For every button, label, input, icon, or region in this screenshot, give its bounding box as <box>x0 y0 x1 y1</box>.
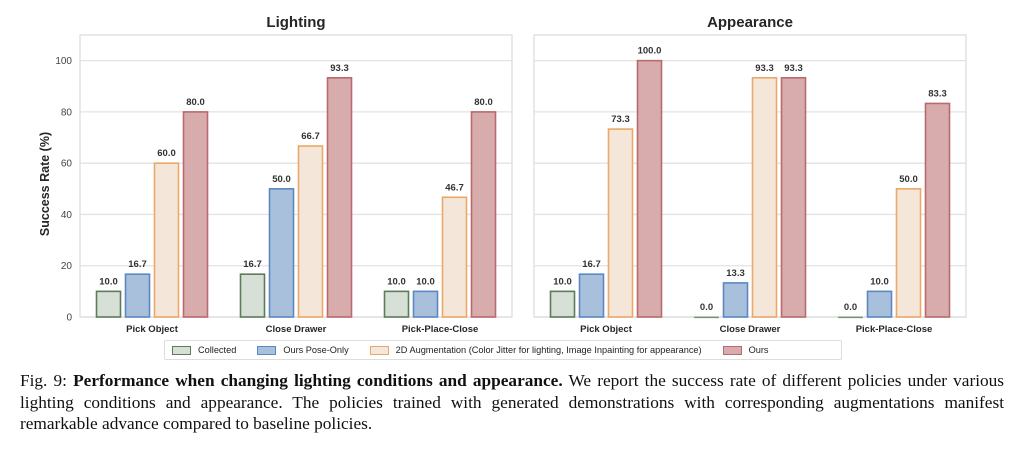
data-label: 0.0 <box>844 302 857 313</box>
y-tick-label: 80 <box>61 107 73 118</box>
bar-ours <box>636 59 663 318</box>
bar-2d <box>297 145 324 318</box>
bar-collected <box>694 316 719 319</box>
data-label: 100.0 <box>638 46 662 57</box>
appearance-plot-frame <box>533 34 967 318</box>
legend-label: 2D Augmentation (Color Jitter for lighti… <box>395 345 702 355</box>
data-label: 80.0 <box>186 97 205 108</box>
legend-item-ours-pose-only: Ours Pose-Only <box>257 345 349 355</box>
bar-ours <box>326 77 353 318</box>
legend-swatch-ours-pose-only <box>257 345 277 355</box>
x-tick-label: Pick Object <box>126 324 179 335</box>
bar-ours <box>924 102 951 318</box>
data-label: 93.3 <box>330 63 349 74</box>
legend-swatch-collected <box>172 345 191 355</box>
data-label: 10.0 <box>870 276 889 287</box>
bar-ours <box>722 282 749 318</box>
data-label: 73.3 <box>611 114 630 125</box>
y-tick-label: 40 <box>61 210 73 221</box>
x-tick-label: Close Drawer <box>720 324 781 335</box>
legend-item-collected: Collected <box>172 345 236 355</box>
bar-ours <box>124 273 151 318</box>
data-label: 13.3 <box>726 268 745 279</box>
legend: Collected Ours Pose-Only 2D Augmentation… <box>164 340 842 360</box>
data-label: 10.0 <box>553 276 572 287</box>
y-tick-label: 60 <box>61 159 73 170</box>
legend-label: Ours <box>748 345 769 355</box>
data-label: 83.3 <box>928 88 947 99</box>
bar-collected <box>838 316 863 319</box>
lighting-plot-frame <box>79 34 513 318</box>
y-axis-label: Success Rate (%) <box>38 132 52 236</box>
legend-item-ours: Ours <box>722 345 769 355</box>
bar-ours <box>182 111 209 318</box>
data-label: 66.7 <box>301 131 320 142</box>
data-label: 93.3 <box>755 63 774 74</box>
data-label: 50.0 <box>899 174 918 185</box>
bar-collected <box>239 273 266 318</box>
data-label: 60.0 <box>157 148 176 159</box>
appearance-plot-area <box>534 35 966 317</box>
y-tick-label: 20 <box>61 261 73 272</box>
data-label: 16.7 <box>243 259 262 270</box>
data-label: 10.0 <box>99 276 118 287</box>
data-label: 80.0 <box>474 97 493 108</box>
data-label: 0.0 <box>700 302 713 313</box>
data-label: 16.7 <box>582 259 601 270</box>
bar-collected <box>383 290 410 318</box>
x-tick-label: Pick-Place-Close <box>402 324 479 335</box>
caption-title: Performance when changing lighting condi… <box>73 371 563 390</box>
data-label: 50.0 <box>272 174 291 185</box>
bar-collected <box>549 290 576 318</box>
data-label: 10.0 <box>416 276 435 287</box>
figure-chart: 0 20 40 60 80 100 Lighting Success Rate (%) Pick… <box>38 14 967 335</box>
appearance-title: Appearance <box>707 14 793 31</box>
bar-ours <box>866 290 893 318</box>
x-tick-label: Pick-Place-Close <box>856 324 933 335</box>
data-label: 93.3 <box>784 63 803 74</box>
y-tick-label: 0 <box>66 313 72 324</box>
legend-label: Collected <box>198 345 237 355</box>
bar-2d <box>751 77 778 318</box>
bar-ours <box>470 111 497 318</box>
bar-collected <box>95 290 122 318</box>
bar-2d <box>895 188 922 318</box>
bar-ours <box>578 273 605 318</box>
legend-swatch-2d-augmentation <box>369 345 389 355</box>
caption-label: Fig. 9: <box>20 371 67 390</box>
bar-2d <box>607 128 634 318</box>
lighting-title: Lighting <box>266 14 325 31</box>
legend-item-2d-augmentation: 2D Augmentation (Color Jitter for lighti… <box>369 345 702 355</box>
lighting-plot-area <box>80 35 512 317</box>
bar-ours <box>780 77 807 318</box>
x-tick-label: Close Drawer <box>266 324 327 335</box>
data-label: 16.7 <box>128 259 147 270</box>
x-tick-label: Pick Object <box>580 324 633 335</box>
figure-caption: Fig. 9: Performance when changing lighti… <box>20 370 1004 435</box>
bar-ours <box>268 188 295 318</box>
caption-text: We report the success rate of different … <box>20 371 1005 433</box>
bar-2d <box>153 162 180 318</box>
data-label: 10.0 <box>387 276 406 287</box>
legend-swatch-ours <box>722 345 742 355</box>
bar-ours <box>412 290 439 318</box>
bar-2d <box>441 196 468 318</box>
data-label: 46.7 <box>445 182 464 193</box>
y-tick-label: 100 <box>55 56 72 67</box>
legend-label: Ours Pose-Only <box>283 345 349 355</box>
